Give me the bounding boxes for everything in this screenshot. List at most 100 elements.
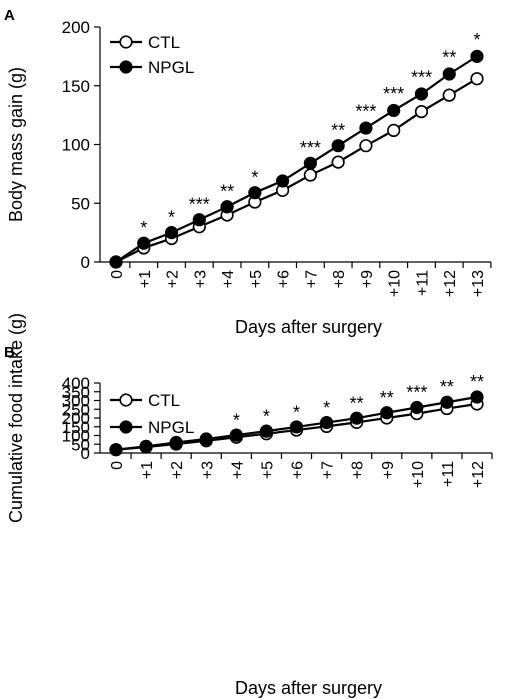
data-point-npgl xyxy=(109,443,123,457)
x-tick-label: +5 xyxy=(248,270,265,288)
data-point-npgl xyxy=(410,400,424,415)
significance-label: * xyxy=(293,402,300,422)
x-tick-label: +4 xyxy=(220,270,237,288)
y-tick-label: 150 xyxy=(62,77,90,96)
y-tick-label: 50 xyxy=(71,194,90,213)
data-point-npgl xyxy=(192,213,206,227)
y-tick-label: 350 xyxy=(62,383,90,402)
y-axis-label: Body mass gain (g) xyxy=(6,67,26,222)
x-axis-label: Days after surgery xyxy=(235,317,382,337)
x-tick-label: +9 xyxy=(380,461,397,479)
panel-letter: A xyxy=(4,7,15,24)
data-point-npgl xyxy=(229,428,243,442)
x-axis-label: Days after surgery xyxy=(235,678,382,698)
y-tick-label: 150 xyxy=(62,418,90,437)
data-point-ctl xyxy=(303,168,317,182)
significance-label: *** xyxy=(300,138,321,158)
x-tick-label: +4 xyxy=(229,461,246,479)
data-point-npgl xyxy=(331,139,345,153)
data-point-npgl xyxy=(319,415,334,430)
data-point-ctl xyxy=(442,88,456,102)
x-tick-label: +13 xyxy=(470,270,487,297)
data-point-npgl xyxy=(289,420,304,434)
x-tick-label: +5 xyxy=(259,461,276,479)
significance-label: ** xyxy=(380,388,394,408)
data-point-npgl xyxy=(164,226,179,240)
y-tick-label: 200 xyxy=(62,18,90,37)
x-tick-label: +2 xyxy=(169,461,186,479)
data-point-npgl xyxy=(109,255,123,269)
significance-label: * xyxy=(140,218,147,238)
x-tick-label: +11 xyxy=(414,270,431,296)
significance-label: * xyxy=(233,411,240,431)
x-tick-label: +3 xyxy=(199,461,216,479)
data-point-ctl xyxy=(359,139,373,153)
x-tick-label: +9 xyxy=(359,270,376,288)
x-tick-label: +10 xyxy=(387,270,404,297)
data-point-npgl xyxy=(414,87,429,101)
data-point-ctl xyxy=(414,104,429,119)
x-tick-label: +2 xyxy=(165,270,182,288)
x-tick-label: +3 xyxy=(192,270,209,288)
data-point-npgl xyxy=(359,121,373,135)
x-tick-label: +1 xyxy=(137,270,154,288)
data-point-npgl xyxy=(259,424,274,438)
legend-label: CTL xyxy=(148,33,180,52)
x-tick-label: +6 xyxy=(276,270,293,288)
x-tick-label: +12 xyxy=(442,270,459,297)
data-point-npgl xyxy=(137,236,151,250)
significance-label: * xyxy=(473,30,480,50)
legend-marker xyxy=(119,35,133,49)
x-tick-label: +12 xyxy=(470,461,487,488)
data-point-ctl xyxy=(331,155,345,169)
x-tick-label: +7 xyxy=(320,461,337,479)
legend-marker xyxy=(119,420,133,434)
y-tick-label: 0 xyxy=(81,444,90,463)
x-tick-label: +1 xyxy=(139,461,156,479)
data-point-ctl xyxy=(470,72,484,86)
significance-label: *** xyxy=(383,84,404,104)
data-point-npgl xyxy=(470,49,484,63)
legend-marker xyxy=(119,60,133,74)
data-point-npgl xyxy=(440,395,454,409)
data-point-npgl xyxy=(442,67,456,81)
significance-label: ** xyxy=(350,393,364,413)
data-point-npgl xyxy=(303,156,317,170)
data-point-npgl xyxy=(220,200,234,214)
significance-label: * xyxy=(263,407,270,427)
significance-label: *** xyxy=(355,102,376,122)
x-tick-label: 0 xyxy=(109,270,126,279)
data-point-npgl xyxy=(139,439,153,453)
x-tick-label: +6 xyxy=(290,461,307,479)
significance-label: * xyxy=(251,168,258,188)
data-point-npgl xyxy=(199,432,213,446)
data-point-npgl xyxy=(350,411,364,425)
data-point-ctl xyxy=(387,123,401,137)
panel-a-body-mass-gain: A 0 50 100 150 200 0 +1 +2 +3 +4 +5 +6 +7 +8 +9 +10 +11 +1… xyxy=(4,7,492,337)
significance-label: ** xyxy=(220,182,234,202)
y-tick-label: 0 xyxy=(81,253,90,272)
significance-label: *** xyxy=(406,383,427,403)
significance-label: ** xyxy=(442,48,456,68)
y-tick-label: 100 xyxy=(62,136,90,155)
data-point-npgl xyxy=(248,186,262,200)
x-tick-label: +8 xyxy=(331,270,348,288)
y-tick-label: 50 xyxy=(71,435,90,454)
x-tick-label: +11 xyxy=(440,461,457,487)
x-tick-label: 0 xyxy=(109,461,126,470)
y-axis-label: Cumulative food intake (g) xyxy=(6,313,26,523)
y-tick-label: 400 xyxy=(62,374,90,393)
x-tick-label: +10 xyxy=(410,461,427,488)
y-tick-label: 300 xyxy=(62,392,90,411)
legend-label: CTL xyxy=(148,391,180,410)
data-point-npgl xyxy=(380,406,394,420)
y-tick-label: 250 xyxy=(62,400,90,419)
data-point-npgl xyxy=(470,390,484,404)
y-tick-label: 100 xyxy=(62,427,90,446)
x-tick-label: +7 xyxy=(303,270,320,288)
significance-label: * xyxy=(323,398,330,418)
significance-label: *** xyxy=(411,68,432,88)
significance-label: * xyxy=(168,207,175,227)
